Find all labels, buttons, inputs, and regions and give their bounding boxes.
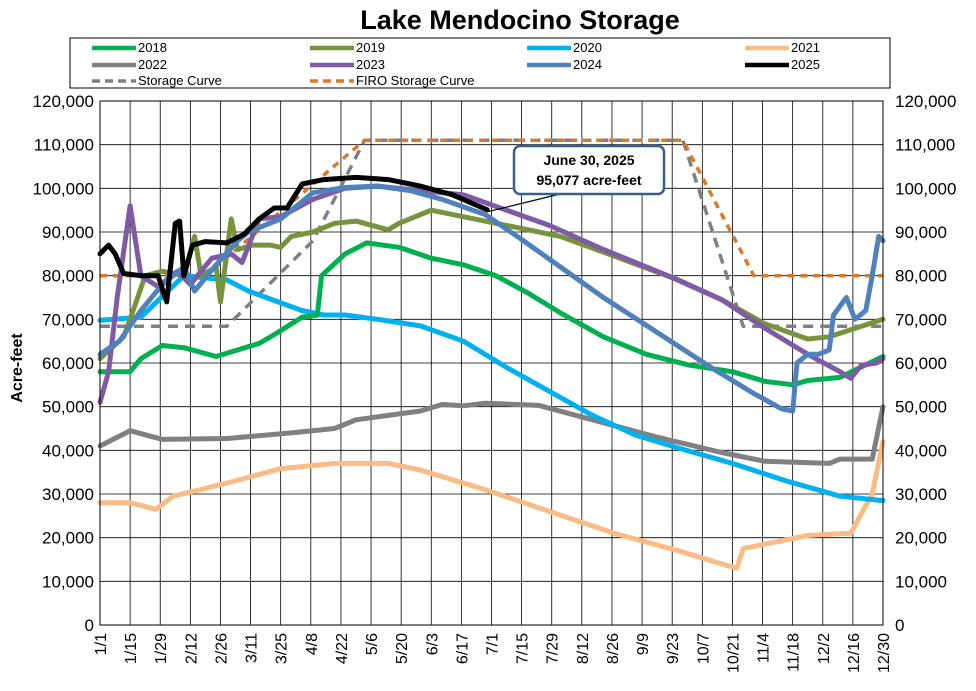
x-tick: 9/23 xyxy=(665,633,682,664)
legend-label: 2024 xyxy=(573,57,602,72)
legend-label: FIRO Storage Curve xyxy=(356,73,475,88)
y-tick-right: 100,000 xyxy=(895,179,956,198)
y-axis-right: 0 10,000 20,000 30,000 40,000 50,000 60,000 70,… xyxy=(895,92,956,635)
callout-line1: June 30, 2025 xyxy=(543,152,634,168)
x-tick: 1/1 xyxy=(93,633,110,655)
series-2020 xyxy=(97,273,886,504)
y-tick-left: 10,000 xyxy=(42,572,94,591)
y-tick-left: 110,000 xyxy=(34,136,94,155)
series-2021 xyxy=(97,439,886,571)
y-tick-left: 120,000 xyxy=(33,92,94,111)
y-tick-left: 100,000 xyxy=(33,179,94,198)
legend-label: 2023 xyxy=(356,57,385,72)
x-tick: 7/15 xyxy=(515,633,532,664)
legend-label: 2021 xyxy=(791,40,820,55)
y-tick-right: 70,000 xyxy=(895,310,947,329)
legend-label: Storage Curve xyxy=(138,73,222,88)
y-tick-left: 0 xyxy=(85,616,94,635)
x-tick: 3/11 xyxy=(244,633,261,663)
legend-label: 2020 xyxy=(573,40,602,55)
series-2024 xyxy=(97,183,886,414)
y-tick-right: 120,000 xyxy=(895,92,956,111)
x-tick: 6/17 xyxy=(454,633,471,664)
x-tick: 2/26 xyxy=(213,633,230,664)
legend-label: 2022 xyxy=(138,57,167,72)
y-tick-left: 40,000 xyxy=(42,441,94,460)
x-tick: 10/7 xyxy=(695,633,712,664)
x-tick: 7/1 xyxy=(485,633,502,655)
y-tick-right: 20,000 xyxy=(895,529,947,548)
callout-pointer xyxy=(487,193,561,213)
x-tick: 12/16 xyxy=(846,633,863,673)
callout: June 30, 2025 95,077 acre-feet xyxy=(487,144,666,213)
x-tick: 5/20 xyxy=(394,633,411,664)
x-tick: 8/12 xyxy=(575,633,592,664)
x-tick: 6/3 xyxy=(424,633,441,655)
y-axis-left: 0 10,000 20,000 30,000 40,000 50,000 60,000 70,… xyxy=(33,92,94,635)
x-tick: 11/18 xyxy=(786,633,803,672)
x-tick: 7/29 xyxy=(545,633,562,664)
series-2025 xyxy=(97,174,490,305)
y-tick-right: 60,000 xyxy=(895,354,947,373)
y-tick-left: 90,000 xyxy=(42,223,94,242)
y-tick-left: 70,000 xyxy=(42,310,94,329)
x-tick: 2/12 xyxy=(183,633,200,664)
callout-line2: 95,077 acre-feet xyxy=(536,172,641,188)
x-tick: 12/30 xyxy=(876,633,893,673)
legend-label: 2025 xyxy=(791,57,820,72)
x-tick: 11/4 xyxy=(756,633,773,663)
x-tick: 1/15 xyxy=(123,633,140,664)
y-tick-left: 60,000 xyxy=(42,354,94,373)
series-lines xyxy=(97,138,886,571)
series-firo-storage-curve xyxy=(100,138,883,278)
y-tick-right: 30,000 xyxy=(895,485,947,504)
x-tick: 9/9 xyxy=(635,633,652,655)
plot-border xyxy=(99,100,884,626)
y-axis-label: Acre-feet xyxy=(9,333,26,403)
x-tick: 1/29 xyxy=(153,633,170,664)
x-tick: 3/25 xyxy=(274,633,291,664)
y-tick-right: 110,000 xyxy=(895,136,955,155)
x-axis: 1/1 1/15 1/29 2/12 2/26 3/11 3/25 4/8 4/22 5/6 5/2… xyxy=(93,633,893,673)
y-tick-left: 20,000 xyxy=(42,529,94,548)
y-tick-right: 0 xyxy=(895,616,904,635)
y-tick-right: 80,000 xyxy=(895,267,947,286)
y-tick-right: 40,000 xyxy=(895,441,947,460)
callout-box xyxy=(512,144,666,196)
legend: 2018 2019 2020 2021 2022 2023 2024 2025 Storage … xyxy=(92,40,820,88)
y-tick-left: 50,000 xyxy=(42,398,94,417)
y-tick-left: 30,000 xyxy=(42,485,94,504)
y-tick-right: 10,000 xyxy=(895,572,947,591)
series-2022 xyxy=(97,400,886,466)
y-tick-right: 50,000 xyxy=(895,398,947,417)
chart-title: Lake Mendocino Storage xyxy=(360,5,680,35)
x-tick: 12/2 xyxy=(816,633,833,664)
y-tick-right: 90,000 xyxy=(895,223,947,242)
x-tick: 8/26 xyxy=(605,633,622,664)
x-tick: 5/6 xyxy=(364,633,381,655)
legend-label: 2018 xyxy=(138,40,167,55)
series-2018 xyxy=(97,240,886,388)
x-tick: 10/21 xyxy=(725,633,742,673)
x-tick: 4/22 xyxy=(334,633,351,664)
x-tick: 4/8 xyxy=(304,633,321,655)
y-tick-left: 80,000 xyxy=(42,267,94,286)
legend-label: 2019 xyxy=(356,40,385,55)
